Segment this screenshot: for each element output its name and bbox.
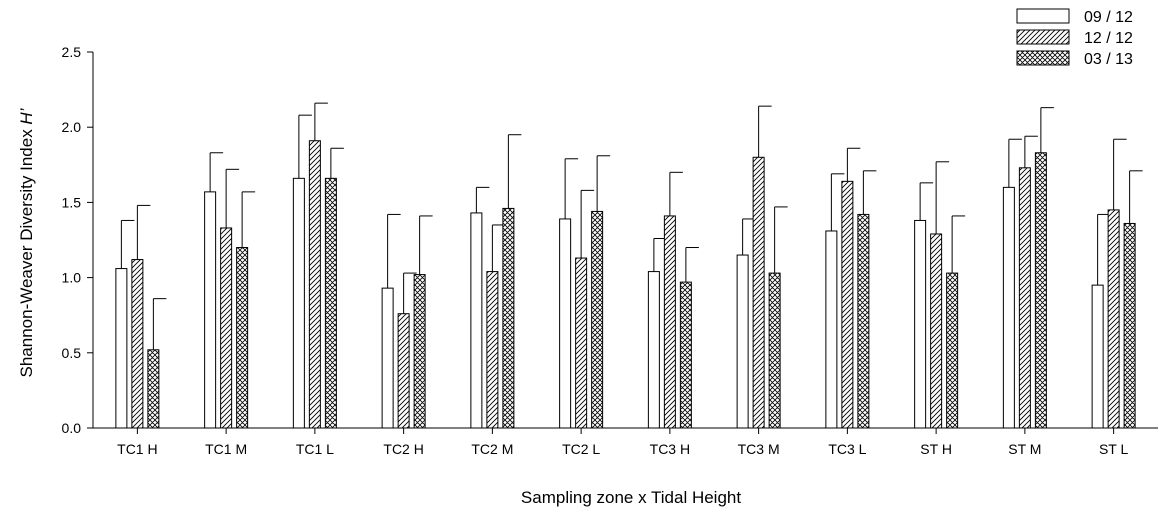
x-tick-label: ST L — [1099, 441, 1129, 457]
legend-label: 09 / 12 — [1084, 9, 1133, 26]
x-tick-label: TC3 L — [828, 441, 866, 457]
x-tick-label: TC1 M — [205, 441, 247, 457]
y-axis-label: Shannon-Weaver Diversity Index H’ — [17, 108, 36, 377]
bar — [204, 191, 217, 429]
plot-area — [115, 102, 1143, 429]
y-axis-label-italic: H’ — [17, 108, 36, 124]
bar — [1123, 222, 1136, 429]
bar — [502, 207, 515, 429]
x-tick-label: ST M — [1008, 441, 1041, 457]
y-tick-label: 2.5 — [62, 44, 82, 60]
bar — [559, 218, 572, 429]
legend-label: 12 / 12 — [1084, 30, 1133, 47]
y-tick-label: 2.0 — [62, 119, 82, 135]
bar — [946, 272, 959, 429]
bar — [647, 271, 660, 429]
y-tick-label: 1.5 — [62, 194, 82, 210]
y-tick-label: 0.0 — [62, 420, 82, 436]
legend: 09 / 12 12 / 12 03 / 13 — [1016, 8, 1133, 68]
bar — [236, 247, 249, 429]
y-tick-label: 1.0 — [62, 270, 82, 286]
x-tick-label: TC1 L — [296, 441, 334, 457]
bar — [486, 271, 499, 429]
y-axis: 0.0 0.5 1.0 1.5 2.0 2.5 — [62, 44, 94, 436]
bar — [575, 257, 588, 429]
bar — [1034, 152, 1047, 429]
bar — [679, 281, 692, 429]
bar — [825, 230, 838, 429]
y-axis-label-main: Shannon-Weaver Diversity Index — [17, 125, 36, 378]
bar — [115, 268, 128, 429]
x-axis-label: Sampling zone x Tidal Height — [521, 488, 741, 507]
bar — [131, 259, 144, 429]
x-axis: TC1 H TC1 M TC1 L TC2 H TC2 M TC2 L TC3 H TC3 M… — [93, 427, 1158, 457]
bar — [1002, 186, 1015, 429]
bar — [841, 180, 854, 429]
x-tick-label: TC2 M — [471, 441, 513, 457]
x-tick-label: TC3 M — [738, 441, 780, 457]
legend-swatch — [1016, 8, 1070, 24]
bar — [930, 233, 943, 429]
bar — [308, 140, 321, 429]
bar — [914, 219, 927, 429]
bar — [752, 156, 765, 429]
bar — [147, 349, 160, 429]
legend-swatch — [1016, 50, 1070, 66]
x-tick-label: TC3 H — [650, 441, 690, 457]
bar — [1107, 209, 1120, 429]
bar — [1091, 284, 1104, 429]
bar — [736, 254, 749, 429]
bar — [663, 215, 676, 429]
bar — [768, 272, 781, 429]
bar — [413, 274, 426, 429]
x-tick-label: TC2 H — [383, 441, 423, 457]
x-tick-label: ST H — [920, 441, 952, 457]
bar — [591, 210, 604, 429]
legend-swatch — [1016, 29, 1070, 45]
y-tick-label: 0.5 — [62, 345, 82, 361]
x-tick-label: TC2 L — [562, 441, 600, 457]
bar — [324, 177, 337, 429]
bar — [381, 287, 394, 429]
bar — [1018, 167, 1031, 429]
bar — [397, 313, 410, 429]
bar — [220, 227, 233, 429]
bar — [470, 212, 483, 429]
x-tick-label: TC1 H — [117, 441, 157, 457]
bar — [292, 177, 305, 429]
bar — [857, 213, 870, 429]
legend-label: 03 / 13 — [1084, 51, 1133, 68]
